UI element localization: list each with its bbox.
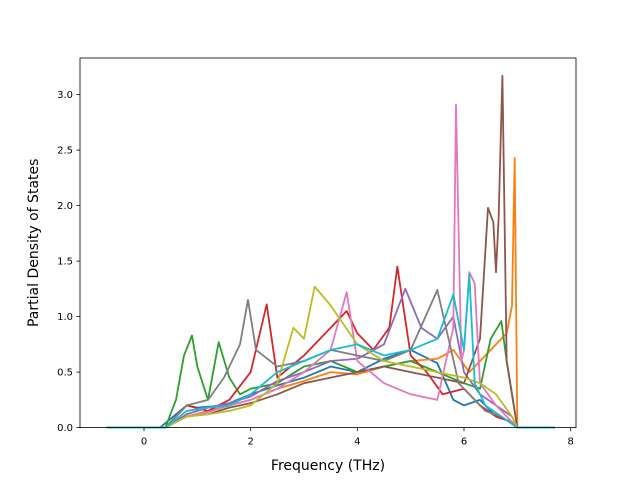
y-tick-label: 3.0: [57, 90, 73, 101]
x-axis-title: Frequency (THz): [271, 458, 385, 474]
x-tick-label: 8: [567, 437, 573, 448]
y-tick-label: 0.5: [57, 368, 73, 379]
plot-frame: [79, 57, 577, 429]
y-tick-label: 2.0: [57, 201, 73, 212]
series-layer: [106, 74, 555, 429]
y-tick-label: 2.5: [57, 146, 73, 157]
x-tick-label: 0: [141, 437, 147, 448]
series-line-9: [106, 285, 555, 429]
plot-area: [80, 58, 576, 428]
series-line-6: [106, 74, 555, 429]
x-axis: 0 2 4 6 8: [141, 427, 574, 448]
y-tick-label: 1.0: [57, 312, 73, 323]
y-axis-title: Partial Density of States: [26, 159, 42, 327]
x-tick-label: 6: [461, 437, 467, 448]
y-tick-label: 0.0: [57, 423, 73, 434]
series-line-10: [106, 273, 555, 429]
series-line-3: [106, 320, 555, 429]
y-tick-label: 1.5: [57, 257, 73, 268]
x-tick-label: 4: [354, 437, 360, 448]
x-tick-label: 2: [247, 437, 253, 448]
y-axis: 0.0 0.5 1.0 1.5 2.0 2.5 3.0: [57, 90, 80, 434]
